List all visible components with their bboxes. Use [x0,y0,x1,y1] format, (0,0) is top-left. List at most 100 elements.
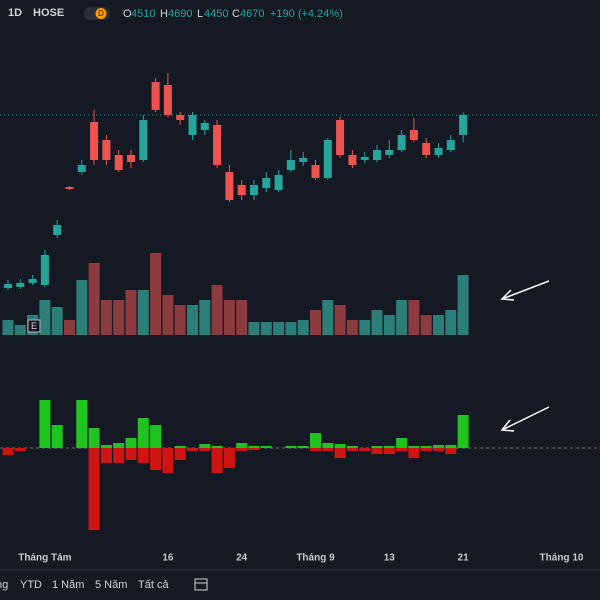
histogram-bar [408,448,420,458]
low-value: 4450 [204,8,228,20]
histogram-bar [260,446,272,448]
histogram-bar [199,448,211,451]
histogram-bar [125,438,137,448]
candle-body [65,187,74,189]
open-label: O [123,8,132,20]
histogram-bar [396,438,408,448]
candle-body [409,130,418,140]
volume-bar [260,322,272,335]
histogram-bar [174,448,186,460]
histogram-bar [162,448,174,473]
candle-body [139,120,148,160]
histogram-bar [199,444,211,448]
range-button[interactable]: 5 Năm [95,579,127,591]
histogram-bar [346,446,358,448]
x-tick-label: Tháng 10 [540,553,584,564]
histogram-bar [334,444,346,448]
volume-bar [433,315,444,335]
range-button[interactable]: YTD [20,579,42,591]
volume-bar [420,315,432,335]
candle-body [28,279,37,283]
volume-bar [285,322,297,335]
histogram-bar [2,448,14,455]
histogram-bar [297,446,309,448]
candle-body [237,185,246,195]
volume-bar [396,300,408,335]
histogram-bar [39,400,51,448]
histogram-bar [125,448,137,460]
badge-dot [95,8,107,19]
candle-body [90,122,99,160]
histogram-bar [383,448,395,454]
histogram-bar [420,448,432,451]
x-tick-label: 13 [384,553,396,564]
x-tick-label: Tháng Tám [18,553,71,564]
volume-bar [322,300,334,335]
volume-bar [162,295,174,335]
histogram-bar [150,448,162,470]
header: 1D HOSE D O 4510 H 4690 L 4450 C 4670 +1… [8,7,343,20]
volume-bar [383,315,395,335]
histogram-bar [113,443,125,448]
volume-bar [14,325,26,335]
candle-body [323,140,332,178]
volume-bar [39,300,51,335]
candle-body [176,115,185,120]
histogram-bar [445,445,457,448]
interval[interactable]: 1D [8,7,22,19]
histogram-bar [14,448,26,451]
histogram-bar [359,448,371,451]
histogram-bar [211,448,223,473]
candle-body [434,148,443,155]
x-tick-label: 24 [236,553,248,564]
x-tick-label: 16 [162,553,174,564]
volume-bar [76,280,88,335]
volume-bar [457,275,469,335]
histogram-bar [51,425,63,448]
candle-body [16,283,25,287]
volume-bar [174,305,186,335]
histogram-bar [420,446,432,448]
candle-body [127,155,135,162]
close-label: C [232,8,240,20]
candle-body [188,115,197,135]
candle-body [40,255,49,285]
exchange: HOSE [33,7,64,19]
x-tick-label: 21 [458,553,470,564]
histogram-bar [383,446,395,448]
range-button[interactable]: Tất cả [138,579,169,591]
calendar-icon[interactable] [194,578,208,591]
histogram-bar [248,448,260,450]
range-button[interactable]: 1 Năm [52,579,84,591]
arrow [500,280,550,432]
candle-body [102,140,111,160]
volume-bar [64,320,75,335]
candle-body [200,123,209,130]
histogram-bar [248,446,260,448]
volume-bar [408,300,420,335]
candle-body [459,115,468,135]
volume-bar [187,305,198,335]
volume-bar [88,263,100,335]
candle-body [299,158,308,162]
histogram-bar [174,446,186,448]
histogram-bar [371,446,383,448]
open-value: 4510 [131,8,155,20]
histogram-bar [310,448,321,451]
candle-body [114,155,123,170]
histogram-bar [408,446,420,448]
histogram-bar [322,443,334,448]
candle-body [422,143,431,155]
range-button[interactable]: ng [0,579,8,591]
volume-bar [297,320,309,335]
volume-bar [236,300,248,335]
candle-body [397,135,406,150]
candle-body [274,175,283,190]
histogram-bar [137,418,149,448]
histogram-bar [113,448,125,463]
volume-bar [248,322,260,335]
candle-body [446,140,455,150]
